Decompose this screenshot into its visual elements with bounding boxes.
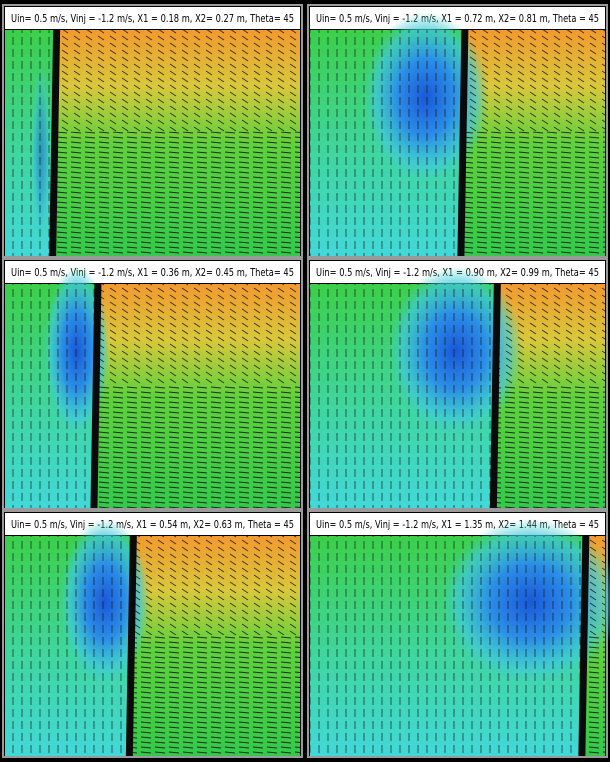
vectors-right-bottom [131,635,300,756]
panel: Uin= 0.5 m/s, Vinj = -1.2 m/s, X1 = 0.54… [2,510,303,758]
panel: Uin= 0.5 m/s, Vinj = -1.2 m/s, X1 = 0.18… [2,4,303,258]
vectors-right-top [55,30,301,132]
vectors-left [310,536,585,756]
vectors-left [5,284,97,508]
panel-border [307,258,608,510]
vectors-right-top [584,536,605,635]
vectors-right-bottom [495,384,605,508]
panel-border [2,4,303,258]
panel: Uin= 0.5 m/s, Vinj = -1.2 m/s, X1 = 0.36… [2,258,303,510]
vectors-right-top [495,284,605,385]
vectors-right-bottom [463,131,605,256]
jet-front [90,284,102,508]
panel-title: Uin= 0.5 m/s, Vinj = -1.2 m/s, X1 = 0.54… [11,518,294,531]
vectors-left [310,284,496,508]
title-bar [310,7,605,29]
vectors-right-bottom [96,384,300,508]
vectors-right-top [131,536,300,635]
vectors-left [310,30,464,256]
title-bar [5,513,300,535]
jet-front [489,284,501,508]
panel-title: Uin= 0.5 m/s, Vinj = -1.2 m/s, X1 = 0.18… [11,12,294,25]
panel-title: Uin= 0.5 m/s, Vinj = -1.2 m/s, X1 = 0.72… [316,12,599,25]
panel: Uin= 0.5 m/s, Vinj = -1.2 m/s, X1 = 1.35… [307,510,610,758]
panel: Uin= 0.5 m/s, Vinj = -1.2 m/s, X1 = 0.72… [307,4,608,258]
vectors-left [5,536,132,756]
jet-front [125,536,137,756]
panel-border [2,510,303,758]
title-bar [5,7,300,29]
vectors-left [5,30,56,256]
jet-front [457,30,469,256]
vectors-right-top [96,284,300,385]
vectors-right-top [463,30,605,132]
vectors-right-bottom [584,635,605,756]
vectors-right-bottom [55,131,301,256]
jet-front [578,536,590,756]
panel-border [307,4,608,258]
panel-title: Uin= 0.5 m/s, Vinj = -1.2 m/s, X1 = 0.36… [11,266,294,279]
panel-border [2,258,303,510]
panel: Uin= 0.5 m/s, Vinj = -1.2 m/s, X1 = 0.90… [307,258,608,510]
jet-front [49,30,61,256]
